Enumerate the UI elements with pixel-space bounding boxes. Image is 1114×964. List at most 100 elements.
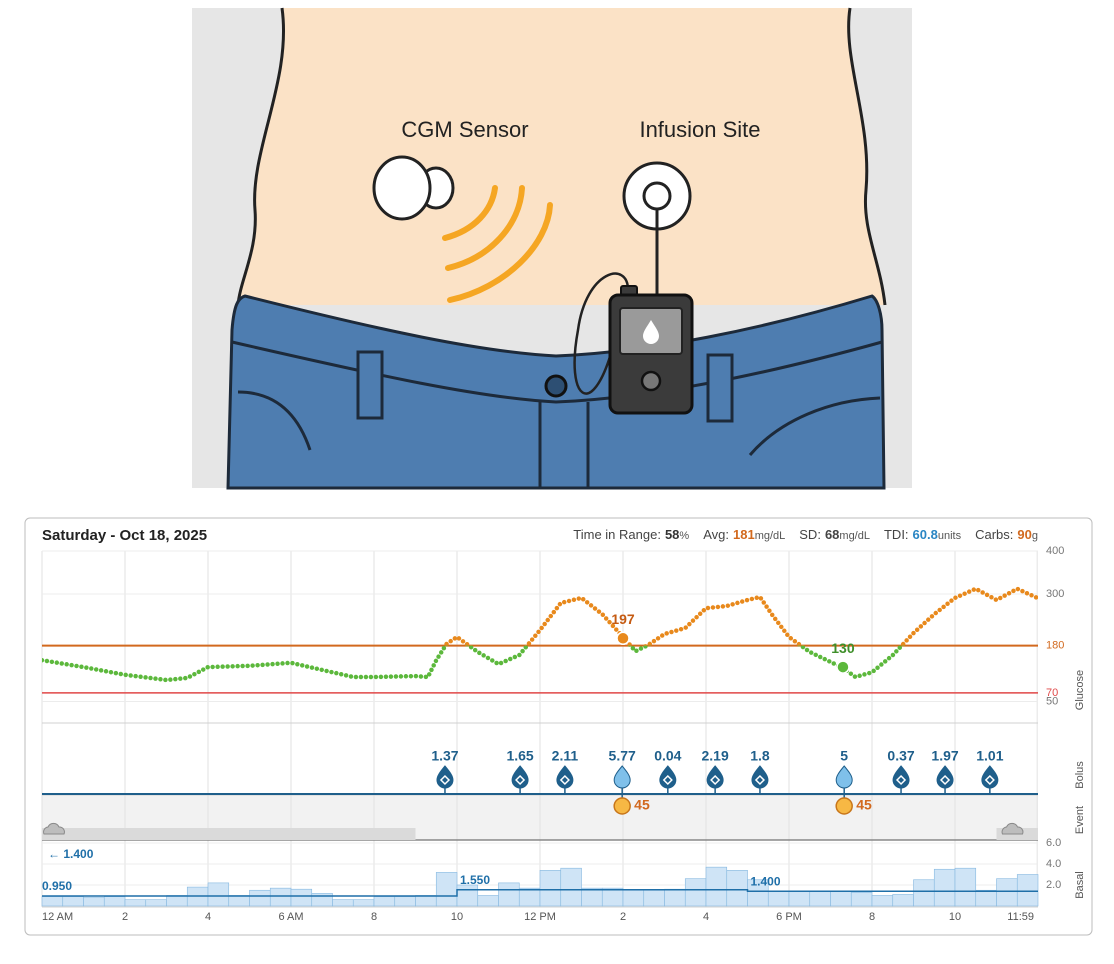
bolus-icon-diamond xyxy=(662,774,673,786)
x-tick-label: 11:59 xyxy=(1007,911,1034,923)
panel-label: Glucose xyxy=(1074,670,1086,710)
basal-bar xyxy=(332,899,354,907)
x-tick-label: 10 xyxy=(451,911,463,923)
x-tick-label: 12 AM xyxy=(42,911,73,923)
carb-label: 45 xyxy=(634,797,650,813)
basal-bar xyxy=(1016,874,1039,907)
basal-rate-label: 1.550 xyxy=(460,873,490,887)
y-tick-label: 2.0 xyxy=(1046,879,1061,891)
x-tick-label: 2 xyxy=(620,911,626,923)
basal-bar xyxy=(435,872,458,907)
stat-label: TDI: xyxy=(883,527,909,542)
torso-outline xyxy=(236,7,285,306)
x-tick-label: 6 PM xyxy=(776,911,802,923)
bolus-label: 2.11 xyxy=(552,748,579,764)
basal-bar xyxy=(83,897,105,907)
bolus-label: 5.77 xyxy=(609,748,636,764)
basal-bar xyxy=(788,890,811,907)
tube xyxy=(573,272,630,395)
basal-bar xyxy=(726,869,748,907)
carb-icon xyxy=(613,797,631,815)
basal-bar xyxy=(767,890,790,907)
panel-label: Event xyxy=(1074,806,1086,834)
stat: Time in Range: 58% xyxy=(573,527,689,542)
stat-value: 68 xyxy=(824,527,840,542)
x-tick-label: 2 xyxy=(122,911,128,923)
stat-value: 181 xyxy=(732,527,755,542)
stat: Avg: 181mg/dL xyxy=(703,527,785,542)
sleep-icon xyxy=(1001,822,1024,835)
basal-start-label: ← 1.400 xyxy=(48,847,94,861)
stat-unit: mg/dL xyxy=(754,530,786,542)
bolus-icon-diamond xyxy=(984,774,995,786)
bolus-label: 0.04 xyxy=(654,748,681,764)
glucose-marker-label: 197 xyxy=(611,611,635,627)
y-tick-label: 4.0 xyxy=(1046,858,1061,870)
summary-stats: Time in Range: 58% Avg: 181mg/dL SD: 68mg/dL T… xyxy=(573,527,1038,542)
bolus-icon-diamond xyxy=(895,774,907,786)
infusion-site-center xyxy=(642,181,672,211)
report-date: Saturday - Oct 18, 2025 xyxy=(42,527,207,544)
basal-bar xyxy=(249,889,271,907)
bolus-icon-diamond xyxy=(710,774,721,786)
basal-bar xyxy=(539,869,562,907)
bolus-icon-diamond xyxy=(515,774,526,786)
bolus-icon-diamond xyxy=(754,774,766,786)
pump-drop xyxy=(643,320,659,344)
basal-bar xyxy=(560,867,582,907)
basal-bar xyxy=(228,895,250,907)
belt-loop xyxy=(706,353,734,423)
basal-bar xyxy=(850,892,873,907)
basal-bar xyxy=(290,888,313,907)
stat-label: Carbs: xyxy=(975,527,1014,542)
basal-bar xyxy=(352,899,375,907)
x-tick-label: 12 PM xyxy=(524,911,556,923)
stat-unit: units xyxy=(937,530,962,542)
torso xyxy=(238,8,885,305)
bolus-label: 1.37 xyxy=(431,748,458,764)
basal-bar xyxy=(477,895,499,907)
torso-outline xyxy=(847,7,887,306)
basal-bar xyxy=(498,882,520,907)
basal-bar xyxy=(601,887,624,907)
basal-bar xyxy=(933,868,956,907)
stat: SD: 68mg/dL xyxy=(799,527,870,542)
basal-bar xyxy=(62,896,84,907)
stat-value: 60.8 xyxy=(912,527,938,542)
illustration-label: Infusion Site xyxy=(639,117,760,142)
basal-bar xyxy=(373,896,396,907)
sleep-icon xyxy=(43,822,65,835)
x-tick-label: 10 xyxy=(949,911,961,923)
basal-bar xyxy=(124,899,147,907)
bolus-label: 1.97 xyxy=(931,748,958,764)
carb-label: 45 xyxy=(856,797,872,813)
bolus-label: 5 xyxy=(840,748,848,764)
stat-unit: % xyxy=(679,530,690,542)
basal-bar xyxy=(809,890,831,907)
stat-unit: mg/dL xyxy=(839,530,870,542)
y-tick-label: 50 xyxy=(1046,695,1058,707)
basal-program xyxy=(42,888,1038,897)
stat: Carbs: 90g xyxy=(975,527,1038,542)
basal-bar xyxy=(913,879,935,907)
bolus-icon-diamond xyxy=(939,774,951,786)
y-tick-label: 6.0 xyxy=(1046,837,1061,849)
stat: TDI: 60.8units xyxy=(884,527,961,542)
grid xyxy=(41,550,1038,908)
basal-bar xyxy=(705,866,728,907)
x-tick-label: 4 xyxy=(703,911,709,923)
glucose-marker-label: 130 xyxy=(831,640,855,656)
glucose-marker xyxy=(616,631,630,646)
button xyxy=(544,374,568,398)
basal-bar xyxy=(415,895,437,907)
basal-rate-label: 1.400 xyxy=(751,874,781,888)
basal-bar xyxy=(269,887,292,907)
basal-bar xyxy=(975,889,997,907)
x-tick-label: 8 xyxy=(869,911,875,923)
basal-bar xyxy=(145,899,167,907)
stat-value: 90 xyxy=(1017,527,1032,542)
basal-bar xyxy=(643,889,665,907)
stat-label: Time in Range: xyxy=(573,527,661,542)
y-tick-label: 300 xyxy=(1046,588,1064,600)
